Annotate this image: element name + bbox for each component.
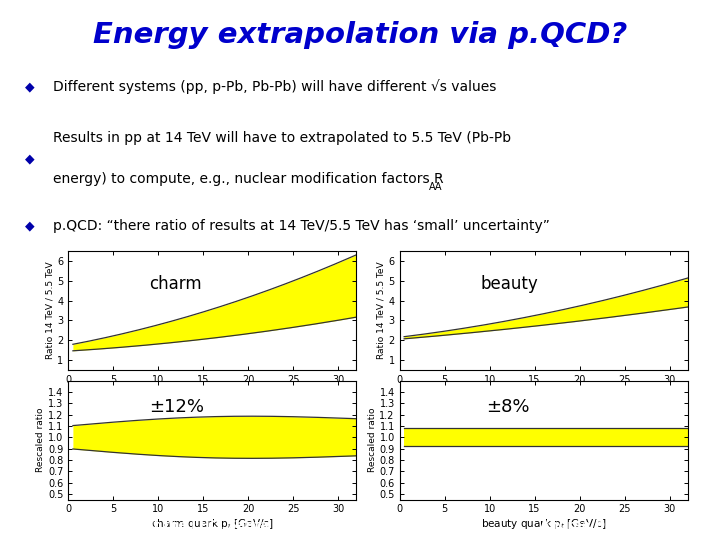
- Text: ±12%: ±12%: [149, 398, 204, 416]
- Y-axis label: Ratio 14 TeV / 5.5 TeV: Ratio 14 TeV / 5.5 TeV: [45, 262, 55, 359]
- Text: AA: AA: [429, 182, 443, 192]
- Text: ◆: ◆: [24, 220, 35, 233]
- Text: p.QCD: “there ratio of results at 14 TeV/5.5 TeV has ‘small’ uncertainty”: p.QCD: “there ratio of results at 14 TeV…: [53, 219, 550, 233]
- X-axis label: charm quark p$_t$ [GeV/c]: charm quark p$_t$ [GeV/c]: [151, 388, 274, 402]
- Text: Results in pp at 14 TeV will have to extrapolated to 5.5 TeV (Pb-Pb: Results in pp at 14 TeV will have to ext…: [53, 131, 511, 145]
- Y-axis label: Rescaled ratio: Rescaled ratio: [368, 408, 377, 472]
- Text: ±8%: ±8%: [486, 398, 529, 416]
- Text: beauty: beauty: [480, 275, 538, 293]
- Text: ◆: ◆: [24, 80, 35, 93]
- Y-axis label: Rescaled ratio: Rescaled ratio: [37, 408, 45, 472]
- Text: Different systems (pp, p-Pb, Pb-Pb) will have different √s values: Different systems (pp, p-Pb, Pb-Pb) will…: [53, 79, 496, 94]
- Text: Energy extrapolation via p.QCD?: Energy extrapolation via p.QCD?: [93, 21, 627, 49]
- X-axis label: charm quark p$_t$ [GeV/c]: charm quark p$_t$ [GeV/c]: [151, 517, 274, 531]
- Y-axis label: Ratio 14 TeV / 5.5 TeV: Ratio 14 TeV / 5.5 TeV: [377, 262, 386, 359]
- Text: charm: charm: [149, 275, 202, 293]
- X-axis label: beauty quark p$_t$ [GeV/c]: beauty quark p$_t$ [GeV/c]: [481, 388, 606, 402]
- Text: energy) to compute, e.g., nuclear modification factors R: energy) to compute, e.g., nuclear modifi…: [53, 172, 444, 186]
- X-axis label: beauty quark p$_t$ [GeV/c]: beauty quark p$_t$ [GeV/c]: [481, 517, 606, 531]
- Text: Heavy Ion Physics at the LHC, Santa Fe, 23.10.2005: Heavy Ion Physics at the LHC, Santa Fe, …: [14, 518, 379, 532]
- Text: Andrea Dainese: Andrea Dainese: [540, 518, 651, 532]
- Text: ◆: ◆: [24, 152, 35, 165]
